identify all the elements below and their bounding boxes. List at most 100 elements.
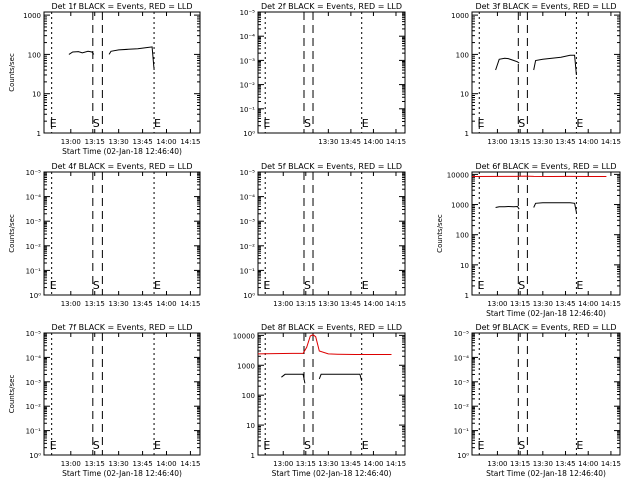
- y-axis-label: Counts/sec: [8, 214, 16, 253]
- panel-title: Det 8f BLACK = Events, RED = LLD: [261, 323, 402, 332]
- x-tick-label: 14:15: [601, 460, 621, 468]
- events-line: [496, 58, 520, 70]
- x-tick-label: 14:15: [601, 300, 621, 308]
- y-tick-label: 100: [456, 51, 469, 59]
- x-tick-label: 13:30: [533, 460, 553, 468]
- panel-2: Det 2f BLACK = Events, RED = LLD10⁰10⁻¹1…: [240, 2, 406, 146]
- event-marker: E: [50, 439, 57, 452]
- event-marker: E: [477, 117, 484, 130]
- panel-title: Det 6f BLACK = Events, RED = LLD: [475, 162, 616, 171]
- x-tick-label: 14:15: [180, 460, 200, 468]
- event-marker: E: [362, 439, 369, 452]
- y-tick-label: 10⁻⁴: [26, 194, 42, 202]
- y-tick-label: 100: [242, 392, 255, 400]
- x-tick-label: 14:00: [578, 138, 598, 146]
- y-tick-label: 10⁻¹: [454, 428, 470, 436]
- plot-frame: [44, 12, 200, 133]
- panel-7: Det 7f BLACK = Events, RED = LLD10⁰10⁻¹1…: [8, 323, 201, 478]
- event-marker: S: [518, 279, 525, 292]
- x-tick-label: 13:15: [296, 460, 316, 468]
- x-tick-label: 14:00: [578, 460, 598, 468]
- x-tick-label: 13:30: [109, 300, 129, 308]
- y-tick-label: 10000: [447, 171, 469, 179]
- y-tick-label: 100: [28, 51, 41, 59]
- x-tick-label: 14:00: [156, 300, 176, 308]
- x-tick-label: 13:30: [533, 138, 553, 146]
- y-tick-label: 10⁻⁴: [240, 33, 256, 41]
- event-marker: E: [362, 279, 369, 292]
- y-tick-label: 10⁻³: [240, 218, 256, 226]
- x-tick-label: 13:45: [341, 300, 361, 308]
- y-axis-label: Counts/sec: [8, 53, 16, 92]
- y-axis-label: Counts/sec: [436, 214, 444, 253]
- y-tick-label: 10⁻¹: [240, 106, 256, 114]
- y-tick-label: 1000: [451, 12, 469, 20]
- events-line: [534, 203, 577, 213]
- y-tick-label: 100: [456, 232, 469, 240]
- panel-title: Det 4f BLACK = Events, RED = LLD: [51, 162, 192, 171]
- event-marker: S: [93, 279, 100, 292]
- plot-frame: [258, 12, 405, 133]
- event-marker: E: [263, 117, 270, 130]
- events-line: [496, 207, 520, 210]
- x-tick-label: 13:45: [132, 300, 152, 308]
- y-tick-label: 10: [460, 91, 469, 99]
- y-tick-label: 10000: [233, 332, 255, 340]
- x-tick-label: 13:30: [533, 300, 553, 308]
- panel-title: Det 1f BLACK = Events, RED = LLD: [51, 2, 192, 11]
- x-tick-label: 13:00: [273, 300, 293, 308]
- event-marker: S: [518, 117, 525, 130]
- x-tick-label: 13:00: [273, 460, 293, 468]
- plot-frame: [258, 172, 405, 295]
- panel-4: Det 4f BLACK = Events, RED = LLD 10⁰ 10⁻¹ 1…: [8, 162, 201, 308]
- x-tick-label: 14:00: [363, 300, 383, 308]
- events-line: [69, 51, 94, 54]
- x-tick-label: 13:45: [555, 138, 575, 146]
- y-tick-label: 1: [37, 130, 41, 138]
- y-tick-label: 1000: [23, 12, 41, 20]
- x-tick-label: 13:00: [61, 300, 81, 308]
- x-tick-label: 13:30: [109, 138, 129, 146]
- event-marker: E: [576, 117, 583, 130]
- y-tick-label: 10⁻¹: [26, 267, 42, 275]
- x-axis-label: Start Time (02-Jan-18 12:46:40): [272, 469, 392, 478]
- x-tick-label: 13:15: [85, 300, 105, 308]
- event-marker: E: [362, 117, 369, 130]
- event-marker: E: [154, 439, 161, 452]
- y-tick-label: 10⁻³: [454, 379, 470, 387]
- x-tick-label: 13:15: [85, 460, 105, 468]
- plot-frame: [472, 333, 620, 455]
- event-marker: E: [154, 279, 161, 292]
- event-marker: E: [263, 279, 270, 292]
- y-tick-label: 10⁻⁴: [454, 354, 470, 362]
- y-tick-label: 10⁰: [29, 292, 41, 300]
- panel-title: Det 5f BLACK = Events, RED = LLD: [261, 162, 402, 171]
- panel-title: Det 2f BLACK = Events, RED = LLD: [261, 2, 402, 11]
- panel-9: Det 9f BLACK = Events, RED = LLD10⁰10⁻¹1…: [454, 323, 621, 478]
- x-tick-label: 14:00: [363, 460, 383, 468]
- x-tick-label: 13:15: [510, 460, 530, 468]
- x-tick-label: 13:45: [555, 300, 575, 308]
- x-axis-label: Start Time (02-Jan-18 12:46:40): [62, 147, 182, 156]
- event-marker: S: [93, 439, 100, 452]
- y-tick-label: 10⁻³: [26, 218, 42, 226]
- panel-3: Det 3f BLACK = Events, RED = LLD11010010…: [451, 2, 621, 146]
- x-tick-label: 13:00: [487, 300, 507, 308]
- x-tick-label: 14:15: [180, 138, 200, 146]
- x-tick-label: 14:15: [386, 138, 406, 146]
- events-line: [281, 374, 305, 383]
- y-tick-label: 10⁰: [243, 292, 255, 300]
- y-tick-label: 10⁻²: [26, 403, 42, 411]
- events-line: [319, 374, 361, 381]
- y-tick-label: 1: [465, 130, 469, 138]
- x-tick-label: 13:00: [61, 460, 81, 468]
- event-marker: E: [576, 439, 583, 452]
- x-tick-label: 13:45: [341, 460, 361, 468]
- event-marker: E: [50, 117, 57, 130]
- y-tick-label: 10⁻⁴: [240, 194, 256, 202]
- x-tick-label: 13:45: [555, 460, 575, 468]
- event-marker: S: [518, 439, 525, 452]
- x-tick-label: 13:15: [85, 138, 105, 146]
